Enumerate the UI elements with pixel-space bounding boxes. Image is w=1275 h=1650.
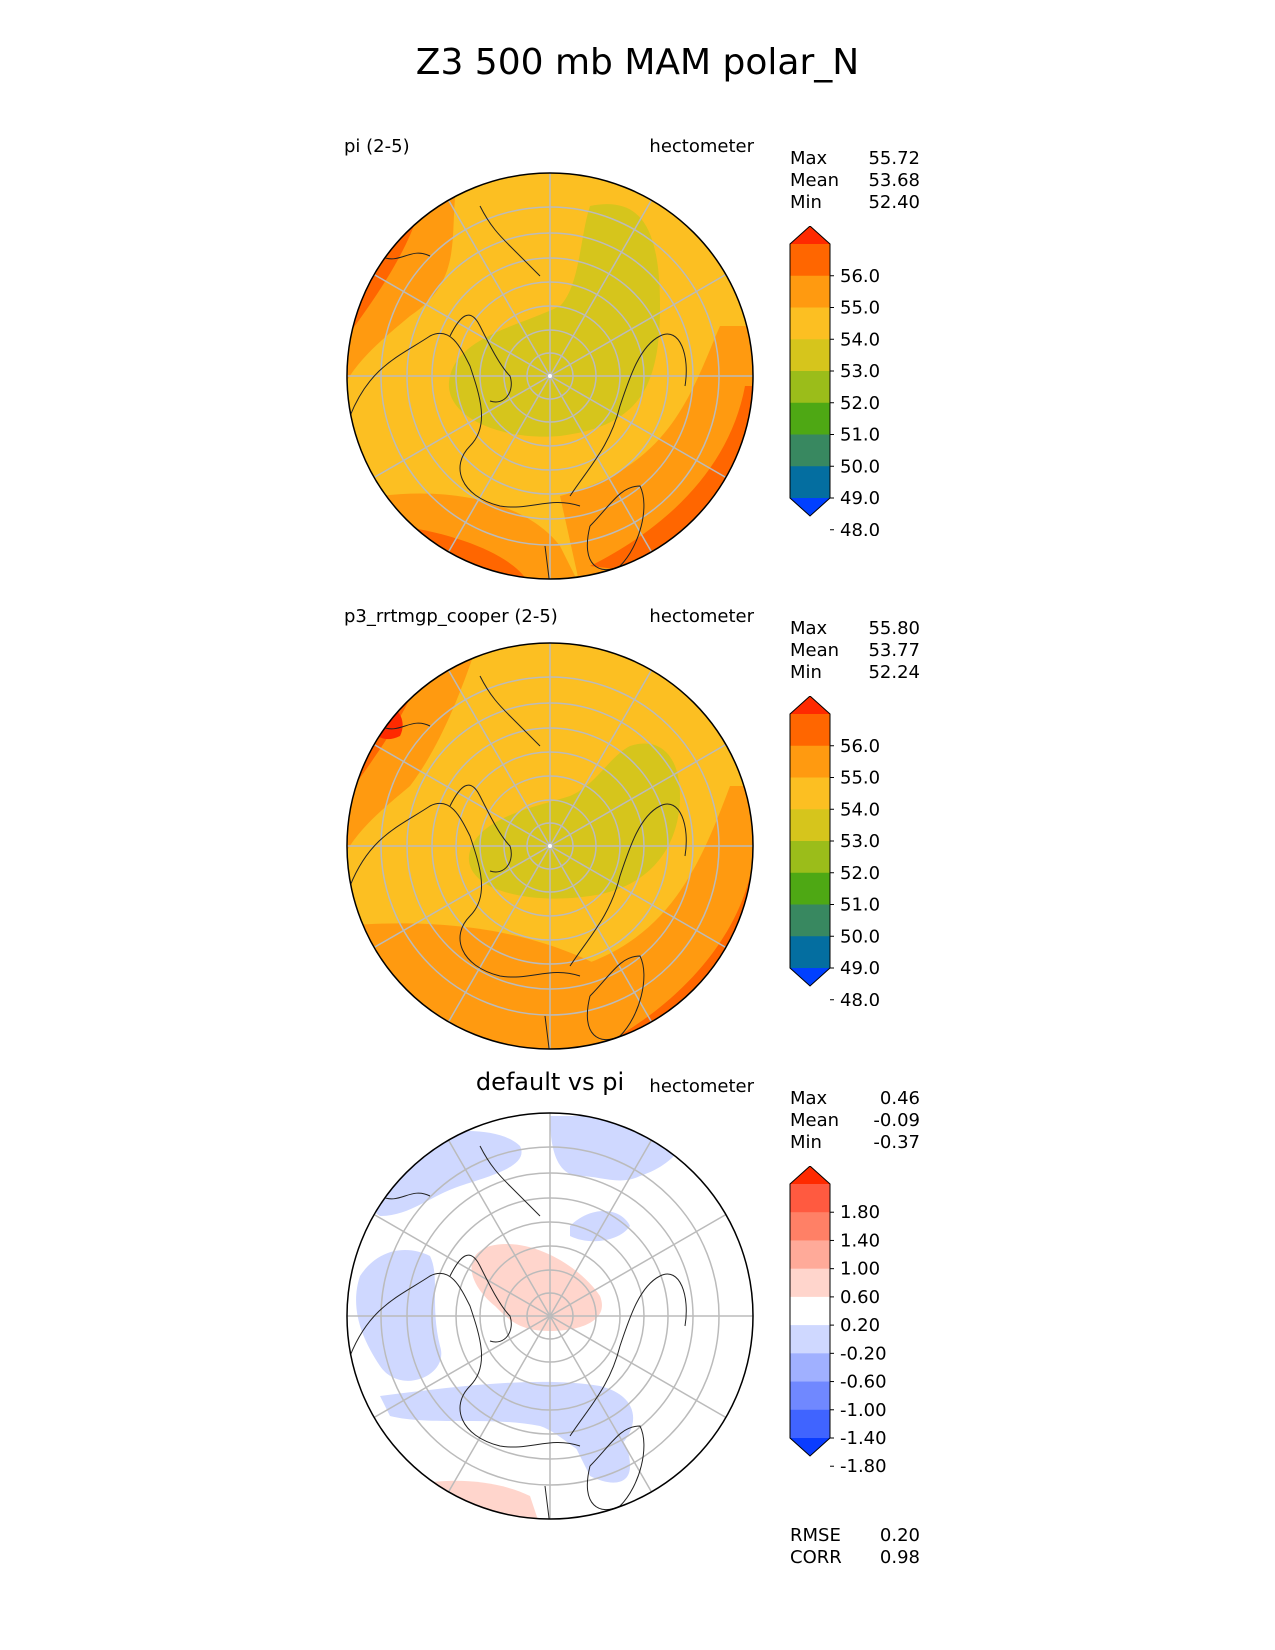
colorbar-segment bbox=[790, 402, 830, 435]
colorbar-segment bbox=[790, 714, 830, 747]
colorbar-tick-label: 51.0 bbox=[840, 425, 880, 446]
polar-map-1 bbox=[346, 172, 754, 580]
colorbar-tick-label: 0.20 bbox=[840, 1315, 880, 1336]
stat-min: Min 52.24 bbox=[790, 662, 920, 683]
colorbar-segment bbox=[790, 872, 830, 905]
stat-mean: Mean 53.77 bbox=[790, 640, 920, 661]
polar-map-3 bbox=[346, 1112, 754, 1520]
stat-corr: CORR 0.98 bbox=[790, 1547, 920, 1568]
colorbar-extend-min bbox=[790, 498, 830, 516]
colorbar-segment bbox=[790, 371, 830, 404]
colorbar-2: 56.0 55.0 54.0 53.0 52.0 51.0 50.0 49.0 48.0 bbox=[789, 696, 880, 1006]
panel-1-stats: Max 55.72 Mean 53.68 Min 52.40 bbox=[790, 148, 920, 214]
colorbar-tick-label: 50.0 bbox=[840, 926, 880, 947]
colorbar-tick-label: -1.40 bbox=[840, 1428, 887, 1449]
panel-2-units: hectometer bbox=[649, 606, 754, 627]
colorbar-tick-label: -1.80 bbox=[840, 1456, 887, 1476]
colorbar-extend-max bbox=[790, 1166, 830, 1184]
panel-3-stats: Max 0.46 Mean -0.09 Min -0.37 bbox=[790, 1088, 920, 1154]
colorbar-tick-label: 54.0 bbox=[840, 799, 880, 820]
colorbar-segment bbox=[790, 1184, 830, 1213]
colorbar-segment bbox=[790, 777, 830, 810]
figure-title: Z3 500 mb MAM polar_N bbox=[415, 42, 860, 83]
map-panel-3: default vs pi hectometer bbox=[0, 1068, 1275, 1546]
colorbar-tick-label: 56.0 bbox=[840, 266, 880, 287]
colorbar-segment bbox=[790, 434, 830, 467]
colorbar-segment bbox=[790, 1240, 830, 1270]
colorbar-segment bbox=[790, 1296, 830, 1326]
stat-min: Min 52.40 bbox=[790, 192, 920, 213]
colorbar-segment bbox=[790, 1325, 830, 1354]
colorbar-segment bbox=[790, 904, 830, 937]
panel-2-label: p3_rrtmgp_cooper (2-5) bbox=[344, 606, 558, 627]
pole-marker bbox=[548, 374, 552, 378]
stat-mean: Mean -0.09 bbox=[790, 1110, 920, 1131]
colorbar-segment bbox=[790, 275, 830, 308]
colorbar-segment bbox=[790, 841, 830, 874]
colorbar-extend-max bbox=[790, 226, 830, 244]
stat-mean: Mean 53.68 bbox=[790, 170, 920, 191]
panel-1-units: hectometer bbox=[649, 136, 754, 157]
colorbar-tick-label: 53.0 bbox=[840, 831, 880, 852]
map-boundary bbox=[346, 172, 754, 580]
colorbar-tick-label: 52.0 bbox=[840, 393, 880, 414]
coastlines bbox=[349, 205, 687, 579]
stat-max: Max 55.80 bbox=[790, 618, 920, 639]
diff-negative-ne2 bbox=[570, 1211, 630, 1242]
diff-negative-se bbox=[570, 1426, 630, 1483]
colorbar-3: 1.80 1.40 1.00 0.60 0.20 -0.20 -0.60 -1.00 -1.40… bbox=[789, 1166, 887, 1476]
colorbar-tick-label: 1.40 bbox=[840, 1230, 880, 1251]
colorbar-segment bbox=[790, 1381, 830, 1411]
stat-max: Max 0.46 bbox=[790, 1088, 920, 1109]
colorbar-tick-label: 49.0 bbox=[840, 488, 880, 509]
colorbar-extend-min bbox=[790, 968, 830, 986]
colorbar-extend-max bbox=[790, 696, 830, 714]
colorbar-tick-label: 1.80 bbox=[840, 1202, 880, 1223]
map-panel-2: p3_rrtmgp_cooper (2-5) hectometer bbox=[0, 606, 1275, 1076]
colorbar-tick-label: 48.0 bbox=[840, 520, 880, 536]
panel-3-units: hectometer bbox=[649, 1076, 754, 1097]
colorbar-segment bbox=[790, 1353, 830, 1383]
colorbar-tick-label: 54.0 bbox=[840, 329, 880, 350]
colorbar-tick-label: -1.00 bbox=[840, 1400, 887, 1421]
colorbar-extend-min bbox=[790, 1438, 830, 1456]
colorbar-segment bbox=[790, 745, 830, 778]
colorbar-segment bbox=[790, 339, 830, 372]
stat-max: Max 55.72 bbox=[790, 148, 920, 169]
colorbar-tick-label: 55.0 bbox=[840, 768, 880, 789]
difference-stats: RMSE 0.20 CORR 0.98 bbox=[790, 1525, 920, 1569]
diff-negative-south bbox=[380, 1381, 634, 1457]
colorbar-segment bbox=[790, 809, 830, 842]
map-panel-1: pi (2-5) hectometer bbox=[0, 136, 1275, 606]
colorbar-segment bbox=[790, 307, 830, 340]
colorbar-tick-label: -0.20 bbox=[840, 1343, 887, 1364]
colorbar-segment bbox=[790, 244, 830, 277]
colorbar-segment bbox=[790, 1409, 830, 1439]
colorbar-segment bbox=[790, 1212, 830, 1241]
colorbar-1: 56.0 55.0 54.0 53.0 52.0 51.0 50.0 49.0 48.0 bbox=[789, 226, 880, 536]
field-fill-52 bbox=[448, 204, 660, 437]
colorbar-segment bbox=[790, 936, 830, 969]
stat-rmse: RMSE 0.20 bbox=[790, 1525, 920, 1546]
colorbar-segment bbox=[790, 1268, 830, 1298]
stat-min: Min -0.37 bbox=[790, 1132, 920, 1153]
colorbar-segment bbox=[790, 466, 830, 499]
colorbar-tick-label: 0.60 bbox=[840, 1287, 880, 1308]
colorbar-tick-label: 49.0 bbox=[840, 958, 880, 979]
polar-map-2 bbox=[346, 642, 754, 1050]
colorbar-tick-label: 50.0 bbox=[840, 456, 880, 477]
panel-2-stats: Max 55.80 Mean 53.77 Min 52.24 bbox=[790, 618, 920, 684]
panel-1-label: pi (2-5) bbox=[344, 136, 410, 157]
colorbar-tick-label: 53.0 bbox=[840, 361, 880, 382]
colorbar-tick-label: 56.0 bbox=[840, 736, 880, 757]
colorbar-tick-label: 52.0 bbox=[840, 863, 880, 884]
colorbar-tick-label: 1.00 bbox=[840, 1259, 880, 1280]
panel-3-label: default vs pi bbox=[475, 1068, 625, 1096]
colorbar-tick-label: -0.60 bbox=[840, 1372, 887, 1393]
colorbar-tick-label: 48.0 bbox=[840, 990, 880, 1006]
colorbar-tick-label: 55.0 bbox=[840, 298, 880, 319]
colorbar-tick-label: 51.0 bbox=[840, 895, 880, 916]
